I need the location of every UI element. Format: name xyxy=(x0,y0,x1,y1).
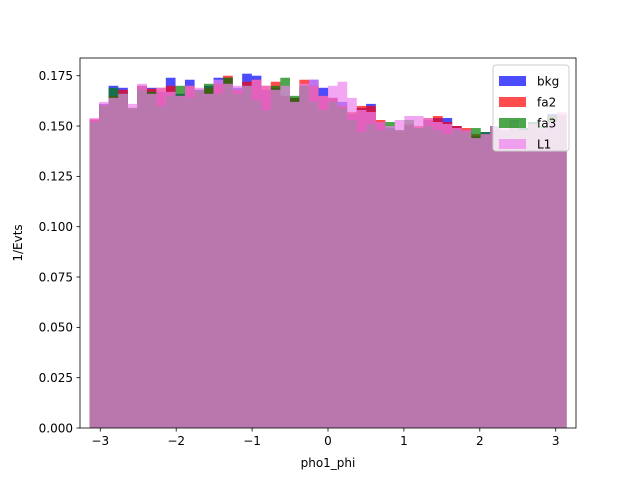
bar-L1-15 xyxy=(232,85,243,428)
legend-label-bkg: bkg xyxy=(537,75,559,89)
legend-label-fa3: fa3 xyxy=(537,117,556,131)
bar-L1-32 xyxy=(394,120,405,428)
bar-L1-21 xyxy=(289,101,300,428)
bar-L1-7 xyxy=(156,87,166,428)
legend: bkg fa2 fa3 L1 xyxy=(492,64,570,152)
bar-L1-37 xyxy=(442,124,453,428)
x-tick-label: 0 xyxy=(324,434,332,448)
x-tick-label: 3 xyxy=(552,434,560,448)
bar-L1-25 xyxy=(328,85,338,428)
x-tick-label: −1 xyxy=(243,434,261,448)
legend-swatch-fa2 xyxy=(499,97,526,107)
bar-L1-38 xyxy=(452,128,462,429)
bar-L1-9 xyxy=(175,95,186,428)
bar-L1-29 xyxy=(366,111,376,428)
y-tick-label: 0.050 xyxy=(39,321,73,335)
bar-L1-48 xyxy=(547,122,558,429)
bar-L1-35 xyxy=(423,117,434,429)
legend-swatch-bkg xyxy=(499,76,526,86)
bar-L1-1 xyxy=(99,101,109,428)
bar-L1-43 xyxy=(499,128,510,429)
legend-label-fa2: fa2 xyxy=(537,96,556,110)
bar-L1-6 xyxy=(146,93,157,428)
bar-L1-2 xyxy=(108,97,119,429)
bar-L1-11 xyxy=(194,87,205,428)
y-tick-label: 0.150 xyxy=(39,119,73,133)
bar-L1-45 xyxy=(518,130,529,428)
bar-L1-8 xyxy=(165,91,176,428)
x-axis-label: pho1_phi xyxy=(301,456,356,470)
y-tick-label: 0.000 xyxy=(39,421,73,435)
bar-L1-16 xyxy=(242,85,252,428)
bar-L1-41 xyxy=(480,134,491,428)
bar-L1-40 xyxy=(471,138,481,428)
bar-L1-10 xyxy=(184,85,195,428)
bar-L1-13 xyxy=(213,79,224,429)
bar-L1-39 xyxy=(461,130,472,428)
bar-L1-24 xyxy=(318,95,329,428)
x-tick-label: 1 xyxy=(400,434,408,448)
bar-L1-36 xyxy=(432,122,443,429)
bar-L1-18 xyxy=(261,85,271,428)
bar-L1-33 xyxy=(404,115,414,428)
bar-L1-30 xyxy=(375,122,386,429)
bar-L1-4 xyxy=(127,103,138,429)
legend-label-L1: L1 xyxy=(537,138,551,152)
bars-layer xyxy=(89,73,567,429)
y-tick-label: 0.125 xyxy=(39,170,73,184)
bar-L1-5 xyxy=(137,83,147,429)
bar-L1-17 xyxy=(251,79,262,429)
y-axis-label: 1/Evts xyxy=(11,224,25,261)
bar-L1-12 xyxy=(204,93,214,428)
bar-L1-22 xyxy=(299,83,310,429)
bar-L1-49 xyxy=(556,111,567,428)
bar-L1-14 xyxy=(223,83,233,429)
legend-box xyxy=(492,64,570,152)
x-tick-label: −3 xyxy=(91,434,109,448)
legend-swatch-fa3 xyxy=(499,118,526,128)
bar-L1-47 xyxy=(537,128,548,429)
series-L1 xyxy=(89,79,567,429)
bar-L1-23 xyxy=(308,79,319,429)
bar-L1-27 xyxy=(347,97,357,429)
bar-L1-19 xyxy=(270,89,281,428)
y-axis: 0.000 0.025 0.050 0.075 0.100 0.125 0.150 0.175 xyxy=(39,69,80,435)
y-tick-label: 0.175 xyxy=(39,69,73,83)
y-tick-label: 0.100 xyxy=(39,220,73,234)
x-tick-label: 2 xyxy=(476,434,484,448)
y-tick-label: 0.025 xyxy=(39,371,73,385)
bar-L1-3 xyxy=(118,93,128,428)
x-tick-label: −2 xyxy=(167,434,185,448)
bar-L1-0 xyxy=(89,117,100,429)
bar-L1-28 xyxy=(356,109,367,428)
bar-L1-46 xyxy=(528,124,538,428)
x-axis: −3 −2 −1 0 1 2 3 xyxy=(91,428,560,448)
bar-L1-34 xyxy=(413,115,424,428)
bar-L1-26 xyxy=(337,81,348,428)
legend-swatch-L1 xyxy=(499,139,526,149)
bar-L1-42 xyxy=(490,126,500,428)
bar-L1-31 xyxy=(385,126,395,428)
bar-L1-20 xyxy=(280,85,290,428)
bar-L1-44 xyxy=(509,122,519,429)
y-tick-label: 0.075 xyxy=(39,270,73,284)
